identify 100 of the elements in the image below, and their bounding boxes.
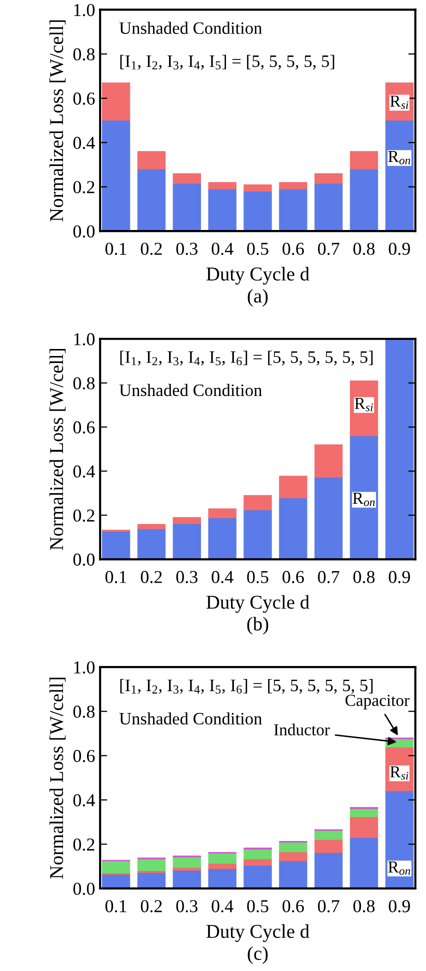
x-tick-label: 0.6 — [282, 570, 304, 584]
bar — [172, 870, 201, 888]
x-tick-label: 0.8 — [353, 900, 375, 912]
bar — [350, 837, 378, 888]
x-tick-label: 0.1 — [105, 570, 126, 584]
bar — [314, 839, 343, 853]
x-tick-label: 0.2 — [140, 570, 162, 584]
bar — [279, 498, 308, 560]
bar — [350, 168, 378, 232]
annotation: R$_{si}$ — [354, 398, 373, 412]
x-tick-label: 0.5 — [247, 242, 268, 255]
annotation: R$_{si}$ — [390, 766, 408, 780]
x-tick-label: 0.4 — [212, 570, 234, 584]
bar — [279, 852, 308, 862]
annotation: Capacitor — [345, 694, 410, 710]
bar — [137, 151, 166, 170]
annotation: Unshaded Condition — [119, 22, 262, 34]
bar — [208, 182, 236, 190]
x-tick-label: 0.8 — [353, 570, 375, 584]
x-tick-label: 0.3 — [176, 242, 198, 255]
bar — [137, 528, 166, 560]
bar — [314, 852, 343, 888]
bar — [172, 523, 201, 560]
x-tick-label: 0.6 — [282, 242, 304, 255]
bar — [208, 852, 236, 864]
bar — [314, 830, 343, 840]
x-axis-title: Duty Cycle d — [206, 924, 310, 942]
x-tick-label: 0.9 — [388, 242, 410, 255]
annotation: Inductor — [274, 724, 330, 736]
annotation: R$_{on}$ — [388, 151, 410, 164]
bar — [314, 477, 343, 560]
x-tick-label: 0.7 — [318, 570, 340, 584]
bar — [279, 188, 308, 232]
bar — [137, 858, 166, 872]
bar — [102, 120, 130, 232]
y-tick-label: 0.4 — [73, 465, 95, 478]
bar — [350, 151, 378, 170]
bar — [102, 82, 130, 121]
annotation: R$_{on}$ — [388, 862, 410, 875]
text: [I$_{1}$, I$_{2}$, I$_{3}$, I$_{4}$, I$_{5}$, I$_{6}$] = [5, 5, 5, 5, 5, 5] — [120, 350, 373, 366]
y-tick-label: 0.6 — [73, 421, 95, 434]
x-tick-label: 0.4 — [212, 242, 234, 255]
bar — [279, 182, 308, 190]
text: [I$_{1}$, I$_{2}$, I$_{3}$, I$_{4}$, I$_{5}$, I$_{6}$] = [5, 5, 5, 5, 5, 5] — [120, 679, 373, 694]
x-tick-label: 0.5 — [247, 900, 268, 912]
bar — [279, 860, 308, 888]
bar — [244, 190, 272, 232]
y-tick-label: 0.0 — [73, 225, 95, 238]
y-tick-label: 0.6 — [73, 92, 95, 105]
y-tick-label: 0.2 — [73, 181, 94, 194]
y-tick-label: 0.0 — [73, 554, 95, 566]
bar — [314, 444, 343, 478]
text: (c) — [248, 946, 268, 964]
y-axis-title: Normalized Loss [W/cell] — [49, 349, 66, 550]
x-tick-label: 0.7 — [318, 242, 340, 255]
bar — [279, 842, 308, 852]
annotation: R$_{si}$ — [390, 96, 408, 110]
bar — [350, 808, 378, 818]
bar — [208, 518, 236, 560]
bar — [137, 168, 166, 232]
y-tick-label: 1.0 — [74, 333, 95, 346]
bar — [102, 531, 130, 560]
bar — [244, 184, 272, 192]
bar — [137, 524, 166, 530]
text: [I$_{1}$, I$_{2}$, I$_{3}$, I$_{4}$, I$_{5}$] = [5, 5, 5, 5, 5] — [120, 54, 334, 70]
y-tick-label: 1.0 — [74, 661, 95, 674]
x-tick-label: 0.4 — [212, 900, 234, 912]
x-axis-title: Duty Cycle d — [206, 266, 310, 285]
annotation: Unshaded Condition — [119, 384, 262, 396]
y-axis-title: Normalized Loss [W/cell] — [49, 20, 66, 222]
bar — [314, 173, 343, 184]
bar — [244, 510, 272, 560]
y-tick-label: 0.4 — [73, 794, 95, 806]
bar — [350, 816, 378, 838]
y-tick-label: 1.0 — [74, 4, 95, 16]
x-tick-label: 0.2 — [140, 242, 162, 255]
bar — [208, 188, 236, 232]
bar — [172, 856, 201, 868]
bar — [244, 858, 272, 866]
y-tick-label: 0.2 — [73, 509, 94, 522]
bar — [172, 183, 201, 232]
text: (a) — [248, 288, 268, 307]
x-tick-label: 0.5 — [247, 570, 268, 584]
annotation: Unshaded Condition — [119, 712, 262, 725]
x-tick-label: 0.3 — [176, 570, 198, 584]
y-tick-label: 0.6 — [73, 750, 95, 762]
bar — [244, 865, 272, 888]
bar — [385, 338, 414, 560]
bar — [172, 517, 201, 524]
x-tick-label: 0.6 — [282, 900, 304, 912]
y-tick-label: 0.2 — [73, 838, 94, 851]
x-tick-label: 0.7 — [318, 900, 340, 912]
y-tick-label: 0.0 — [73, 882, 95, 895]
bar — [102, 860, 130, 874]
y-tick-label: 0.8 — [73, 377, 95, 390]
bar — [244, 495, 272, 510]
bar — [314, 183, 343, 232]
x-tick-label: 0.1 — [105, 900, 126, 912]
text: (b) — [247, 616, 268, 634]
bar — [208, 868, 236, 888]
